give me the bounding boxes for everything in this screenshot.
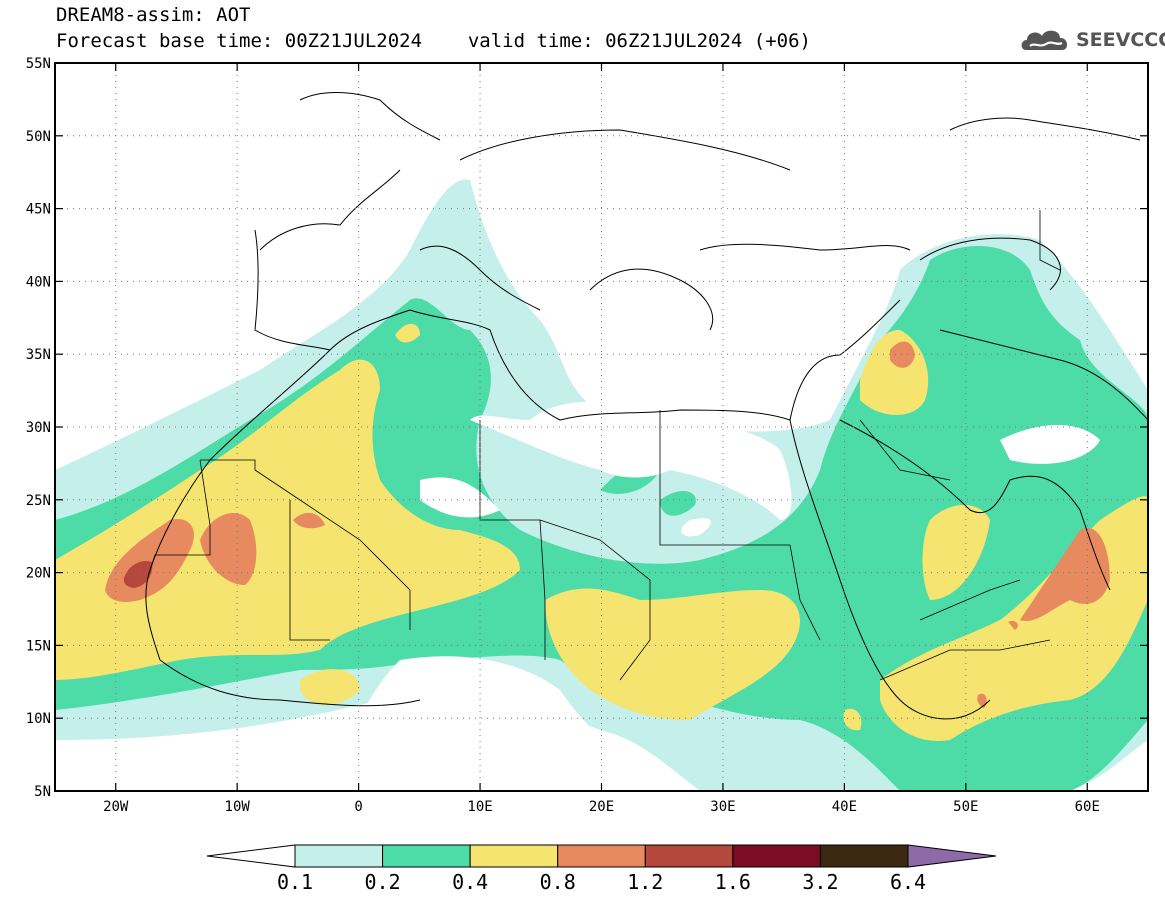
lon-tick-label: 20W [103,799,129,815]
lat-tick-label: 30N [26,420,51,436]
lon-tick-label: 10W [225,799,251,815]
cloud-logo-icon [1021,30,1068,50]
lat-tick-label: 10N [26,711,51,727]
longitude-ticks: 20W 10W 0 10E 20E 30E 40E 50E 60E [103,63,1100,815]
lat-tick-label: 15N [26,638,51,654]
gridlines [55,62,1148,792]
lat-tick-label: 40N [26,274,51,290]
seevccc-logo: SEEVCCC [1018,22,1165,58]
lat-tick-label: 20N [26,566,51,582]
lon-tick-label: 20E [589,799,614,815]
lon-tick-label: 60E [1075,799,1100,815]
lon-tick-label: 40E [832,799,857,815]
logo-text: SEEVCCC [1076,29,1165,51]
lon-tick-label: 10E [467,799,492,815]
map-title: DREAM8-assim: AOT [56,4,251,26]
lon-tick-label: 30E [710,799,735,815]
lat-tick-label: 5N [34,784,51,800]
lon-tick-label: 0 [354,799,362,815]
lat-tick-label: 55N [26,56,51,72]
lat-tick-label: 45N [26,202,51,218]
country-borders [149,210,1061,681]
lon-tick-label: 50E [953,799,978,815]
valid-time: valid time: 06Z21JUL2024 (+06) [467,30,811,52]
latitude-ticks: 55N 50N 45N 40N 35N 30N 25N 20N 15N 10N 5N [26,56,1148,800]
lat-tick-label: 35N [26,347,51,363]
map-subtitle: Forecast base time: 00Z21JUL2024 valid t… [56,30,811,52]
lat-tick-label: 25N [26,493,51,509]
coastlines [145,92,1148,720]
aot-band-1.2 [123,560,153,588]
lat-tick-label: 50N [26,129,51,145]
forecast-base-time: Forecast base time: 00Z21JUL2024 [56,30,423,52]
aot-field [55,179,1148,791]
